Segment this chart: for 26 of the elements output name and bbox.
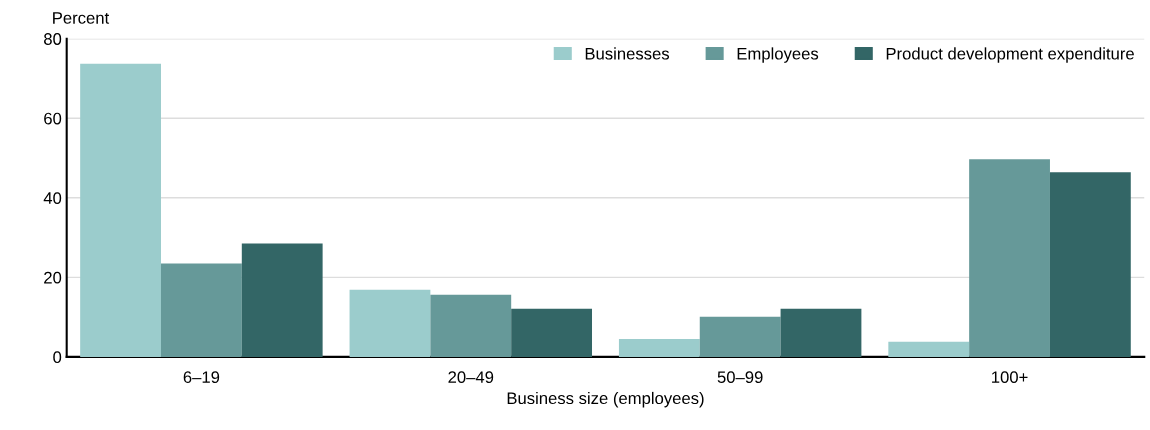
- bar: [349, 289, 431, 357]
- legend-label: Businesses: [585, 47, 670, 60]
- legend-label: Product development expenditure: [886, 47, 1134, 63]
- x-axis-title: Business size (employees): [507, 391, 704, 408]
- legend-label: Employees: [737, 47, 819, 63]
- bar: [241, 243, 323, 357]
- bar: [511, 308, 593, 357]
- y-tick-label: 80: [44, 33, 62, 45]
- y-tick-label: 60: [44, 112, 62, 125]
- bar: [80, 63, 161, 357]
- x-tick-label: 20–49: [448, 371, 494, 384]
- bar: [888, 341, 970, 357]
- bar: [969, 159, 1050, 357]
- x-tick-label: 6–19: [183, 371, 220, 384]
- y-tick-label: 40: [43, 192, 62, 204]
- bar: [618, 339, 700, 357]
- bar: [1049, 172, 1131, 357]
- bar: [699, 316, 781, 357]
- x-tick-label: 100+: [992, 371, 1028, 384]
- y-tick-label: 0: [53, 351, 62, 364]
- bar: [780, 308, 862, 357]
- x-tick-label: 50–99: [717, 371, 763, 384]
- bar: [160, 263, 242, 357]
- y-tick-label: 20: [44, 271, 62, 284]
- bar: [430, 294, 512, 357]
- y-axis-title: Percent: [53, 12, 110, 24]
